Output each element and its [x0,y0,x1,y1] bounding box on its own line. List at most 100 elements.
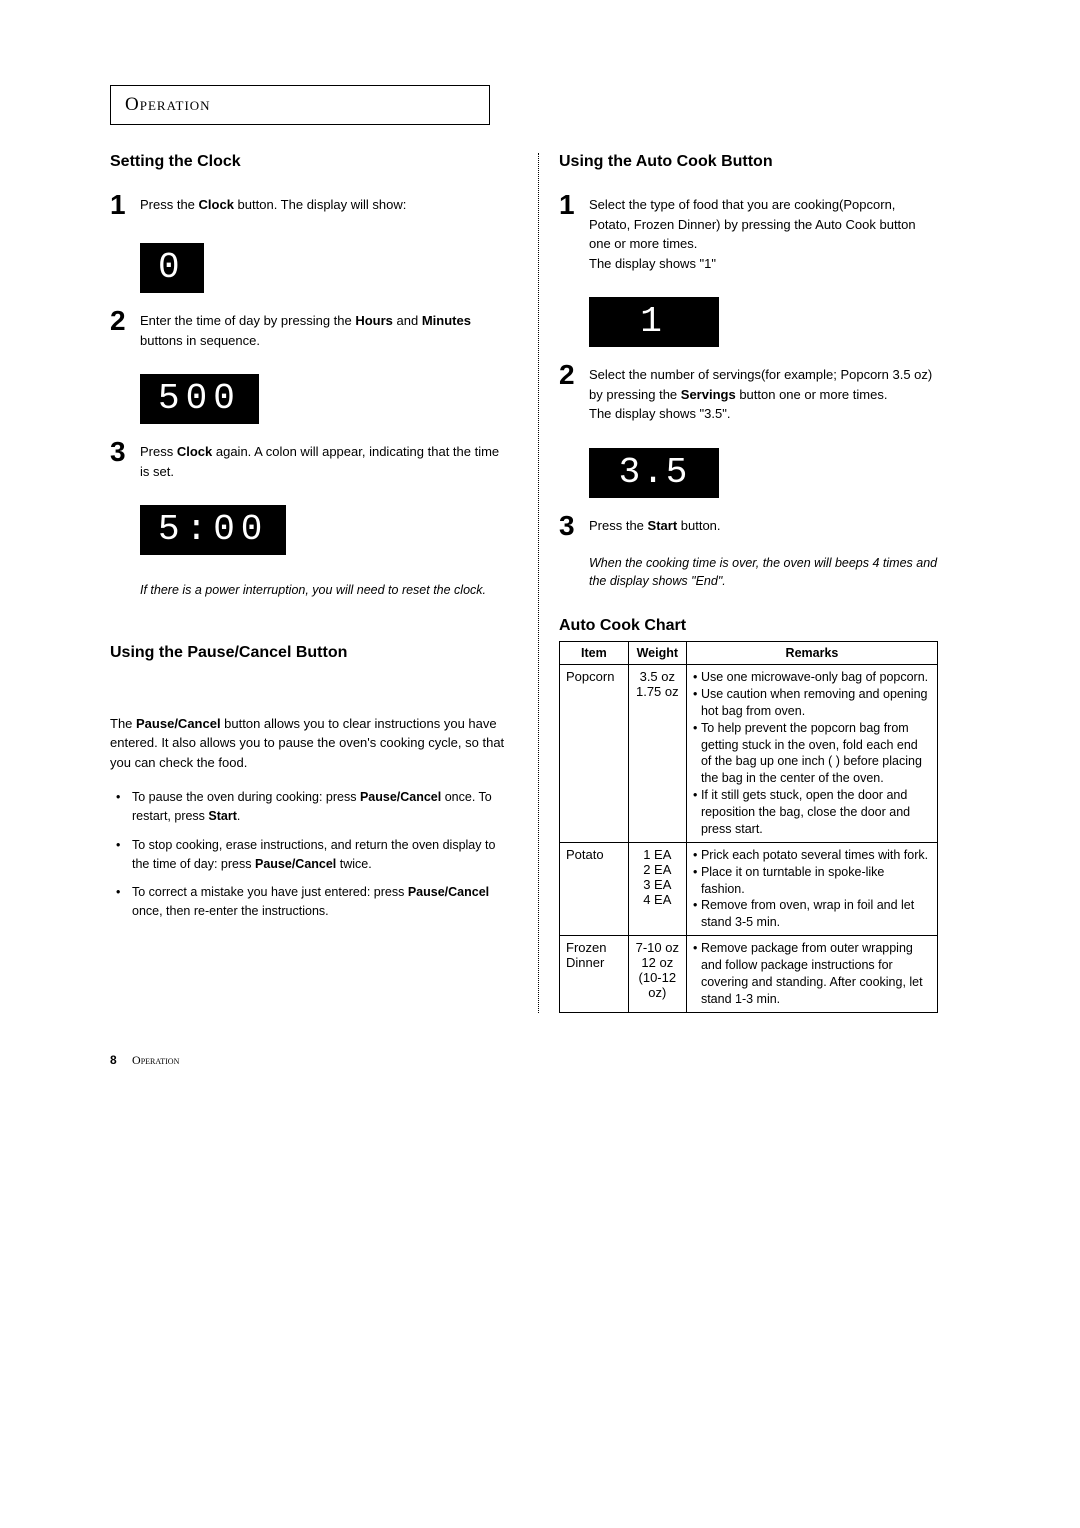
bold: Pause/Cancel [360,790,441,804]
auto-cook-table: Item Weight Remarks Popcorn3.5 oz1.75 oz… [559,641,938,1013]
right-column: Using the Auto Cook Button 1 Select the … [538,153,938,1013]
auto-step-3: 3 Press the Start button. [559,516,938,540]
auto-step-1: 1 Select the type of food that you are c… [559,195,938,273]
display-1: 1 [589,297,719,347]
remark-line: Use caution when removing and opening ho… [693,686,931,720]
pause-bullet-3: To correct a mistake you have just enter… [110,883,510,921]
txt: button one or more times. [736,387,888,402]
clock-step-2: 2 Enter the time of day by pressing the … [110,311,510,350]
step-number: 3 [559,512,589,540]
remark-line: Prick each potato several times with for… [693,847,931,864]
table-row: Popcorn3.5 oz1.75 ozUse one microwave-on… [560,665,938,843]
page-footer: 8 Operation [110,1053,179,1068]
pause-cancel-title: Using the Pause/Cancel Button [110,644,510,662]
cell-weight: 7-10 oz12 oz(10-12 oz) [628,936,686,1013]
table-header-row: Item Weight Remarks [560,642,938,665]
step-text: Press Clock again. A colon will appear, … [140,442,510,481]
remark-line: If it still gets stuck, open the door an… [693,787,931,838]
remark-line: To help prevent the popcorn bag from get… [693,720,931,788]
auto-step-2: 2 Select the number of servings(for exam… [559,365,938,424]
display-0: 0 [140,243,204,293]
pause-bullet-2: To stop cooking, erase instructions, and… [110,836,510,874]
txt: . [237,809,240,823]
auto-note: When the cooking time is over, the oven … [589,554,938,592]
remark-line: Remove package from outer wrapping and f… [693,940,931,1008]
bold: Pause/Cancel [136,716,221,731]
bold: Servings [681,387,736,402]
display-500-colon: 5:00 [140,505,286,555]
txt: buttons in sequence. [140,333,260,348]
step-number: 2 [110,307,140,335]
step-number: 1 [110,191,140,219]
pause-bullets: To pause the oven during cooking: press … [110,788,510,921]
display-500: 500 [140,374,259,424]
setting-clock-title: Setting the Clock [110,153,510,171]
txt: Press the [140,197,199,212]
cell-remarks: Use one microwave-only bag of popcorn.Us… [686,665,937,843]
step-text: Press the Clock button. The display will… [140,195,510,215]
step-text: Select the type of food that you are coo… [589,195,938,273]
txt: once, then re-enter the instructions. [132,904,329,918]
txt: The [110,716,136,731]
cell-remarks: Prick each potato several times with for… [686,842,937,935]
step-text: Enter the time of day by pressing the Ho… [140,311,510,350]
step-text: Press the Start button. [589,516,938,536]
cell-item: Popcorn [560,665,629,843]
txt: To correct a mistake you have just enter… [132,885,408,899]
cell-weight: 1 EA2 EA3 EA4 EA [628,842,686,935]
txt: To pause the oven during cooking: press [132,790,360,804]
clock-step-1: 1 Press the Clock button. The display wi… [110,195,510,219]
page-label: Operation [132,1053,179,1067]
auto-cook-title: Using the Auto Cook Button [559,153,938,171]
content-columns: Setting the Clock 1 Press the Clock butt… [110,153,970,1013]
display-value: 500 [158,378,241,419]
operation-header: Operation [110,85,490,125]
bold: Clock [199,197,234,212]
txt: The display shows "3.5". [589,406,730,421]
th-weight: Weight [628,642,686,665]
clock-note: If there is a power interruption, you wi… [140,581,510,600]
display-35: 3.5 [589,448,719,498]
txt: twice. [336,857,371,871]
th-item: Item [560,642,629,665]
display-value: 5:00 [158,509,268,550]
txt: button. [677,518,720,533]
pause-intro: The Pause/Cancel button allows you to cl… [110,714,510,773]
cell-weight: 3.5 oz1.75 oz [628,665,686,843]
table-row: Potato1 EA2 EA3 EA4 EA Prick each potato … [560,842,938,935]
auto-cook-chart-title: Auto Cook Chart [559,617,938,635]
left-column: Setting the Clock 1 Press the Clock butt… [110,153,510,1013]
cell-remarks: Remove package from outer wrapping and f… [686,936,937,1013]
clock-step-3: 3 Press Clock again. A colon will appear… [110,442,510,481]
operation-title: Operation [125,94,211,115]
txt: button. The display will show: [234,197,406,212]
txt: and [393,313,422,328]
th-remarks: Remarks [686,642,937,665]
remark-line: Use one microwave-only bag of popcorn. [693,669,931,686]
display-value: 3.5 [619,452,690,493]
txt: Press the [589,518,648,533]
bold: Start [648,518,678,533]
bold: Pause/Cancel [408,885,489,899]
display-value: 1 [640,301,668,342]
txt: The display shows "1" [589,256,716,271]
step-text: Select the number of servings(for exampl… [589,365,938,424]
step-number: 1 [559,191,589,219]
txt: Press [140,444,177,459]
page-number: 8 [110,1053,117,1067]
bold: Clock [177,444,212,459]
step-number: 2 [559,361,589,389]
txt: Select the type of food that you are coo… [589,197,916,251]
pause-bullet-1: To pause the oven during cooking: press … [110,788,510,826]
remark-line: Place it on turntable in spoke-like fash… [693,864,931,898]
step-number: 3 [110,438,140,466]
bold: Hours [355,313,393,328]
table-row: Frozen Dinner7-10 oz12 oz(10-12 oz)Remov… [560,936,938,1013]
bold: Pause/Cancel [255,857,336,871]
display-value: 0 [158,247,186,288]
cell-item: Frozen Dinner [560,936,629,1013]
txt: Enter the time of day by pressing the [140,313,355,328]
bold: Minutes [422,313,471,328]
remark-line: Remove from oven, wrap in foil and let s… [693,897,931,931]
cell-item: Potato [560,842,629,935]
